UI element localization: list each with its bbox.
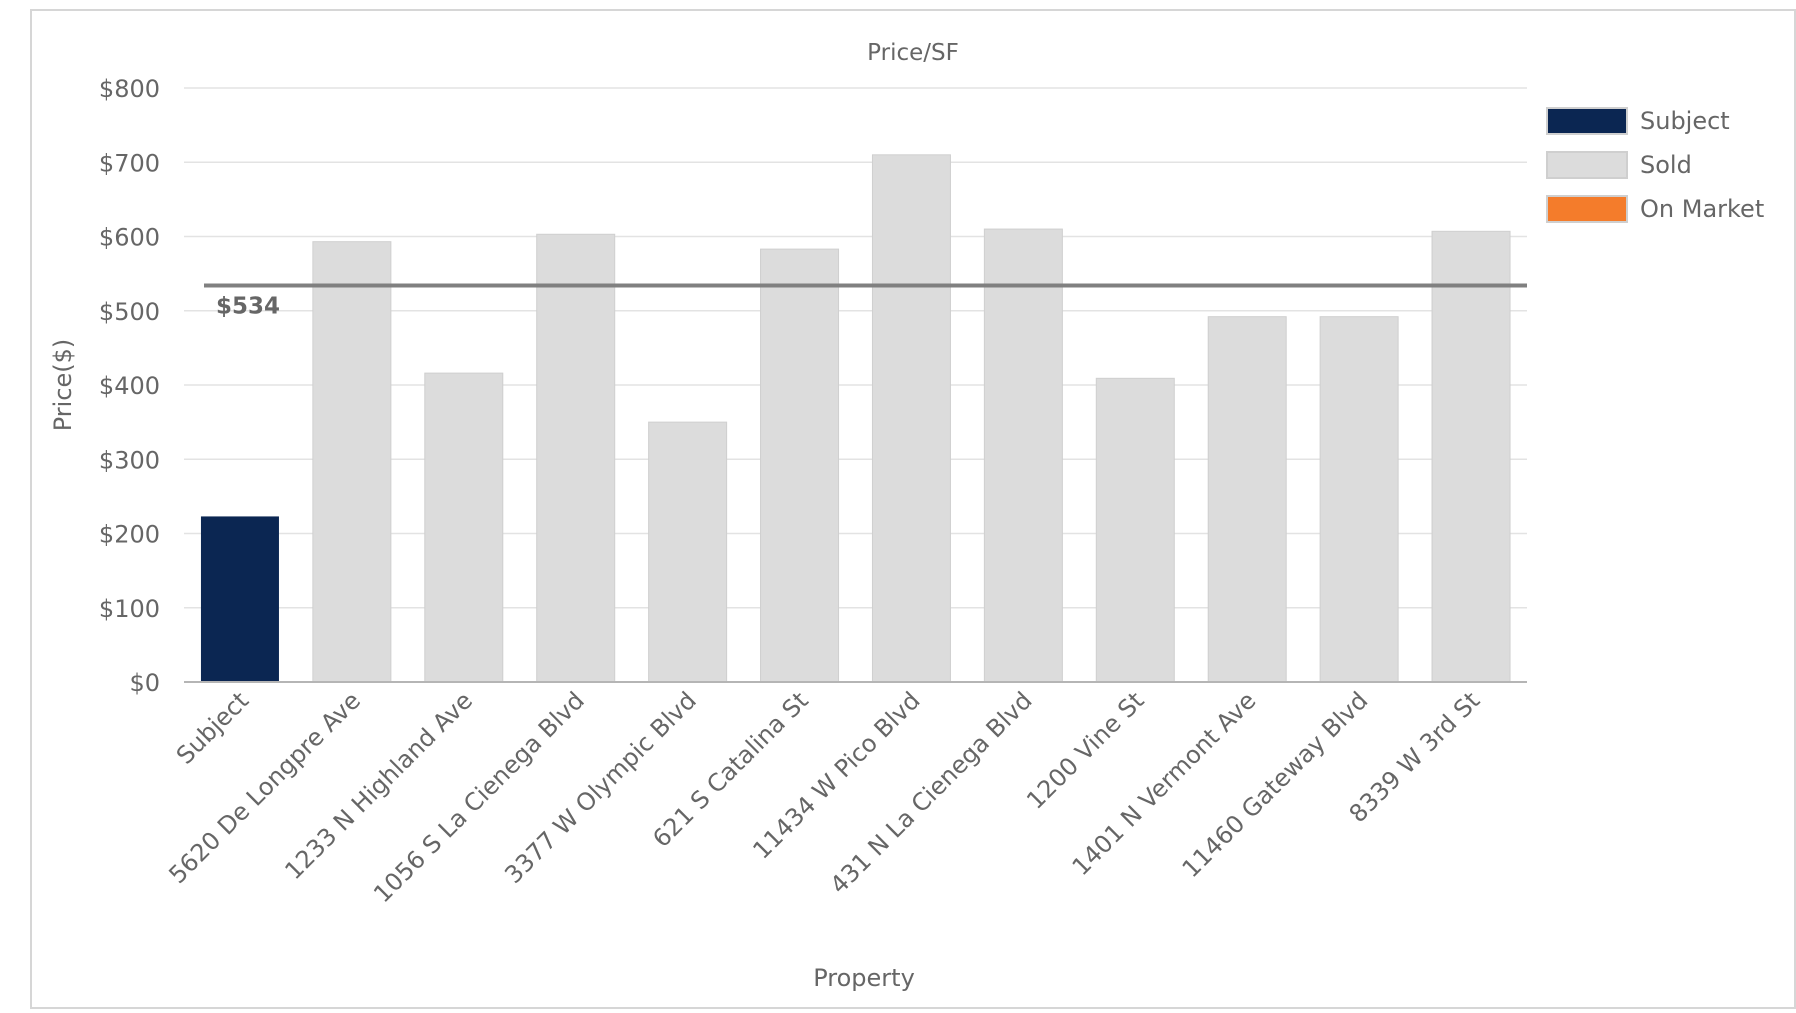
y-tick-label: $200 <box>99 521 160 549</box>
average-line-label: $534 <box>216 294 280 320</box>
bar <box>424 372 504 683</box>
legend-swatch <box>1546 195 1628 223</box>
y-tick-label: $300 <box>99 446 160 474</box>
bar <box>312 241 392 683</box>
bar <box>1319 316 1399 683</box>
y-tick-label: $100 <box>99 595 160 623</box>
y-tick-label: $600 <box>99 224 160 252</box>
y-axis-label: Price($) <box>49 339 77 432</box>
legend-label: On Market <box>1640 195 1764 223</box>
legend-swatch <box>1546 151 1628 179</box>
bar <box>871 154 951 683</box>
x-axis-label: Property <box>813 964 915 992</box>
bar <box>648 421 728 683</box>
bar <box>983 228 1063 683</box>
x-tick-label: 11460 Gateway Blvd <box>1177 686 1374 883</box>
x-tick-label: 5620 De Longpre Ave <box>163 686 366 889</box>
y-tick-label: $0 <box>129 669 160 697</box>
y-tick-label: $500 <box>99 298 160 326</box>
legend-label: Subject <box>1640 107 1730 135</box>
legend-label: Sold <box>1640 151 1692 179</box>
y-tick-label: $700 <box>99 149 160 177</box>
bar <box>200 516 279 682</box>
chart-title: Price/SF <box>867 40 959 66</box>
y-tick-label: $400 <box>99 372 160 400</box>
legend-swatch <box>1546 107 1628 135</box>
x-tick-label: Subject <box>171 686 254 769</box>
x-tick-label: 1056 S La Cienega Blvd <box>368 686 590 908</box>
bar <box>536 233 616 683</box>
bar <box>1095 377 1175 683</box>
x-tick-label: 431 N La Cienega Blvd <box>825 686 1038 899</box>
x-tick-label: 3377 W Olympic Blvd <box>499 686 702 889</box>
bar <box>1207 316 1287 683</box>
bar <box>1431 230 1511 683</box>
bar <box>760 248 840 683</box>
x-tick-label: 1401 N Vermont Ave <box>1067 686 1262 881</box>
x-tick-label: 1233 N Highland Ave <box>279 686 478 885</box>
y-tick-label: $800 <box>99 75 160 103</box>
x-tick-label: 1200 Vine St <box>1021 686 1149 814</box>
